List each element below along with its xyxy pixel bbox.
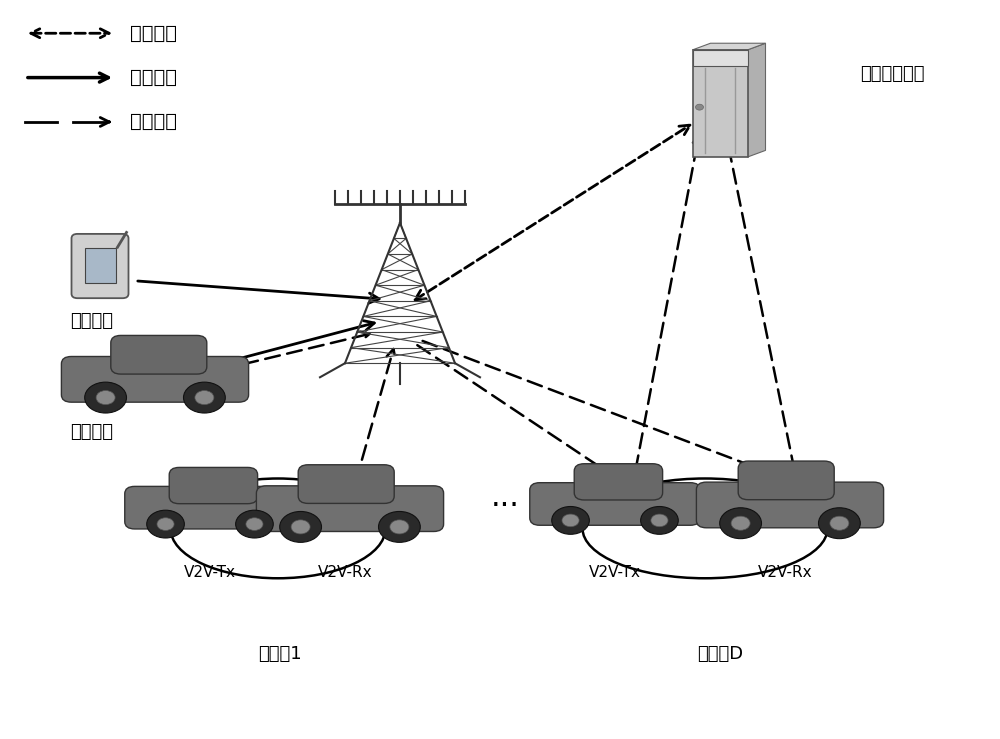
Text: ···: ··· (491, 491, 519, 521)
FancyBboxPatch shape (256, 486, 444, 531)
FancyBboxPatch shape (574, 464, 663, 500)
Circle shape (195, 390, 214, 405)
Circle shape (246, 518, 263, 531)
Circle shape (236, 510, 273, 538)
Circle shape (830, 516, 849, 531)
Text: 蜂窝用户: 蜂窝用户 (70, 423, 113, 441)
Text: V2V-Tx: V2V-Tx (184, 565, 236, 580)
Circle shape (157, 518, 174, 531)
Circle shape (696, 104, 704, 110)
Circle shape (819, 508, 860, 539)
Circle shape (390, 520, 409, 534)
Text: 蜂窝用户: 蜂窝用户 (70, 313, 113, 330)
FancyBboxPatch shape (169, 468, 258, 504)
Circle shape (378, 511, 420, 542)
FancyBboxPatch shape (738, 461, 834, 500)
Circle shape (552, 506, 589, 534)
Text: V2V-Rx: V2V-Rx (318, 565, 372, 580)
Text: 回程链路: 回程链路 (130, 24, 177, 43)
Circle shape (720, 508, 762, 539)
Polygon shape (692, 43, 766, 50)
FancyBboxPatch shape (530, 483, 700, 525)
Circle shape (96, 390, 115, 405)
FancyBboxPatch shape (696, 482, 884, 528)
Bar (692, 50, 748, 66)
Text: V2V-Tx: V2V-Tx (589, 565, 641, 580)
FancyBboxPatch shape (111, 336, 207, 374)
Circle shape (731, 516, 750, 531)
Bar (692, 50, 748, 157)
Text: 通信对D: 通信对D (697, 645, 743, 663)
Text: 通信对1: 通信对1 (258, 645, 302, 663)
Text: 中央控制单元: 中央控制单元 (860, 65, 924, 83)
Circle shape (147, 510, 184, 538)
Circle shape (641, 506, 678, 534)
Text: V2V-Rx: V2V-Rx (758, 565, 812, 580)
Circle shape (184, 382, 225, 413)
Circle shape (85, 382, 126, 413)
FancyBboxPatch shape (125, 486, 295, 529)
Circle shape (280, 511, 321, 542)
Circle shape (291, 520, 310, 534)
Circle shape (651, 514, 668, 527)
Circle shape (562, 514, 579, 527)
Text: 干扰链路: 干扰链路 (130, 112, 177, 132)
FancyBboxPatch shape (72, 234, 128, 298)
Text: 数据链路: 数据链路 (130, 68, 177, 87)
FancyBboxPatch shape (61, 356, 249, 402)
Polygon shape (747, 43, 766, 157)
FancyBboxPatch shape (298, 465, 394, 503)
Bar (85, 248, 116, 282)
